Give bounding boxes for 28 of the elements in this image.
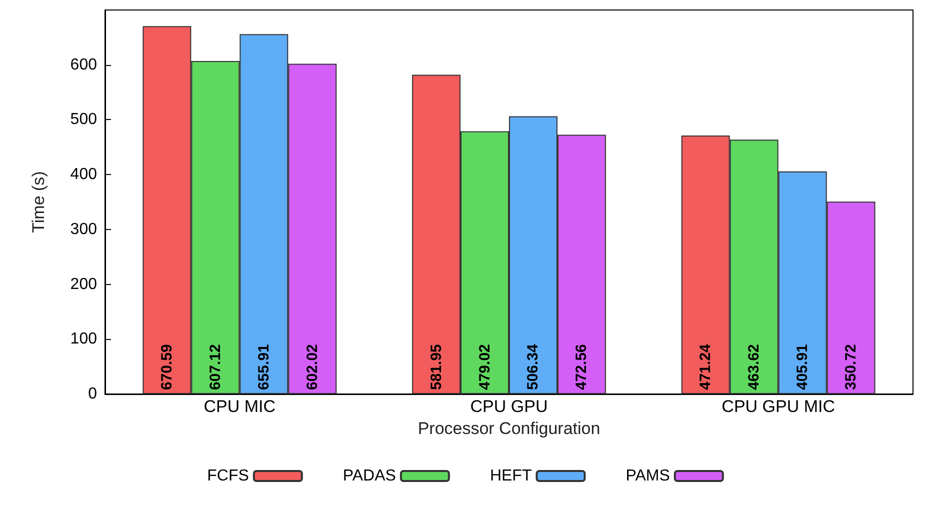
x-tick-label: CPU MIC xyxy=(204,397,276,416)
data-label: 581.95 xyxy=(428,344,445,390)
y-tick-label: 0 xyxy=(88,386,98,402)
legend-label: FCFS xyxy=(207,468,249,484)
data-label: 479.02 xyxy=(476,344,494,390)
data-label: 506.34 xyxy=(524,343,542,390)
data-label: 405.91 xyxy=(794,344,812,390)
legend-label: PADAS xyxy=(342,468,396,484)
x-axis-title: Processor Configuration xyxy=(418,419,600,438)
y-tick-label: 100 xyxy=(70,330,98,348)
y-axis-title: Time (s) xyxy=(29,171,48,233)
data-label: 655.91 xyxy=(255,344,272,390)
x-tick-label: CPU GPU MIC xyxy=(722,397,836,416)
data-label: 602.02 xyxy=(304,344,321,390)
data-label: 670.59 xyxy=(158,344,176,390)
y-tick-label: 600 xyxy=(70,56,98,74)
data-label: 472.56 xyxy=(573,344,590,390)
y-tick-label: 300 xyxy=(70,220,98,238)
data-label: 607.12 xyxy=(206,344,224,390)
x-tick-label: CPU GPU xyxy=(470,397,548,416)
data-label: 463.62 xyxy=(746,344,763,390)
data-label: 350.72 xyxy=(842,344,860,390)
y-tick-label: 400 xyxy=(70,166,98,184)
y-tick-label: 200 xyxy=(70,276,98,293)
data-label: 471.24 xyxy=(697,343,714,390)
y-tick-label: 500 xyxy=(70,111,98,128)
legend-label: HEFT xyxy=(490,468,532,484)
legend-label: PAMS xyxy=(626,468,670,484)
